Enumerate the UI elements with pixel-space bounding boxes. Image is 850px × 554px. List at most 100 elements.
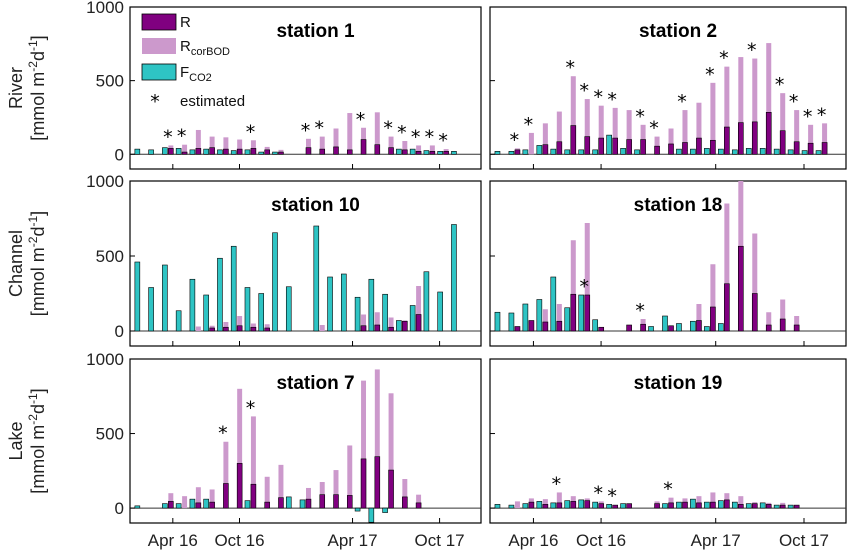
bar-r — [779, 318, 786, 332]
bar-fco2 — [258, 293, 265, 332]
bar-fco2 — [382, 293, 388, 332]
bar-rcorbod — [696, 304, 702, 331]
bar-rcorbod — [319, 136, 325, 155]
panel-station-2: **** * ****** **** *station 2 — [489, 6, 847, 170]
bar-rcorbod — [416, 286, 422, 331]
bar-fco2 — [801, 150, 808, 155]
bar-rcorbod — [182, 496, 188, 509]
legend-label: R — [180, 14, 191, 31]
bar-rcorbod — [223, 322, 229, 331]
bar-fco2 — [508, 504, 515, 509]
bar-rcorbod — [209, 136, 215, 155]
bar-rcorbod — [402, 479, 408, 509]
estimated-marker: * — [607, 89, 617, 111]
estimated-marker: * — [705, 64, 715, 86]
bar-fco2 — [258, 151, 265, 155]
bar-rcorbod — [250, 140, 256, 155]
bar-fco2 — [564, 149, 571, 155]
bar-rcorbod — [374, 312, 380, 331]
bar-r — [765, 324, 772, 332]
bar-rcorbod — [278, 464, 284, 509]
bar-r — [654, 503, 660, 509]
row-label: River [mmol m-2d-1] — [6, 35, 48, 140]
bar-fco2 — [508, 151, 515, 155]
bar-rcorbod — [306, 138, 311, 155]
y-tick-label: 0 — [115, 322, 124, 341]
bar-r — [668, 325, 674, 332]
row-label: Lake [mmol m-2d-1] — [6, 388, 48, 493]
estimated-marker: * — [677, 91, 687, 113]
bar-rcorbod — [822, 123, 828, 155]
estimated-marker: * — [163, 126, 173, 148]
panel-title: station 7 — [276, 373, 354, 394]
bar-r — [209, 147, 215, 155]
bar-r — [388, 147, 394, 155]
bar-fco2 — [564, 500, 571, 509]
bar-fco2 — [592, 149, 598, 155]
estimated-marker: * — [524, 114, 534, 136]
legend-star: * — [150, 91, 160, 113]
bar-fco2 — [787, 504, 794, 509]
bar-r — [223, 148, 229, 155]
x-tick-label: Apr 17 — [691, 531, 741, 550]
bar-fco2 — [341, 273, 347, 332]
bar-rcorbod — [570, 76, 576, 155]
panel-station-18: * * station 18 — [489, 180, 847, 347]
bar-fco2 — [704, 501, 710, 509]
bar-r — [388, 469, 394, 509]
estimated-marker: * — [383, 118, 393, 140]
bar-rcorbod — [738, 57, 744, 155]
panel-title: station 2 — [639, 21, 717, 42]
estimated-marker: * — [817, 104, 827, 126]
estimated-marker: * — [356, 109, 366, 131]
bar-r — [598, 326, 605, 332]
unit-part: d — [28, 227, 48, 237]
bar-rcorbod — [223, 137, 229, 155]
bar-fco2 — [313, 225, 320, 332]
y-tick-label: 0 — [115, 145, 124, 164]
estimated-marker: * — [663, 479, 673, 501]
bar-rcorbod — [584, 223, 590, 331]
plot-frame — [489, 358, 847, 524]
bar-fco2 — [203, 498, 209, 509]
bar-r — [374, 456, 381, 509]
x-tick-label: Apr 17 — [327, 531, 377, 550]
estimated-marker: * — [789, 91, 799, 113]
bar-rcorbod — [542, 309, 548, 331]
y-tick-label: 500 — [96, 72, 124, 91]
bar-fco2 — [536, 501, 543, 509]
bar-fco2 — [690, 148, 696, 155]
y-tick-label: 1000 — [86, 172, 124, 191]
bar-fco2 — [787, 149, 794, 155]
estimated-marker: * — [566, 57, 576, 79]
bar-fco2 — [606, 504, 612, 509]
y-tick-label: 500 — [96, 247, 124, 266]
bar-fco2 — [634, 149, 640, 155]
bar-fco2 — [815, 150, 822, 155]
bar-rcorbod — [209, 489, 215, 509]
estimated-marker: * — [607, 485, 617, 507]
bar-r — [333, 494, 339, 509]
bar-r — [264, 501, 270, 509]
estimated-marker: * — [593, 87, 603, 109]
bar-rcorbod — [766, 43, 772, 155]
x-tick-label: Apr 16 — [508, 531, 558, 550]
bar-r — [793, 324, 800, 332]
bar-rcorbod — [195, 129, 201, 155]
bar-rcorbod — [808, 124, 814, 155]
bar-r — [738, 504, 744, 509]
bar-fco2 — [676, 323, 682, 332]
estimated-marker: * — [579, 276, 589, 298]
bar-r — [319, 494, 326, 509]
bar-r — [305, 147, 312, 155]
bar-r — [264, 327, 270, 332]
bar-r — [264, 149, 270, 155]
legend-label-estimated: estimated — [180, 93, 245, 110]
bar-fco2 — [676, 501, 682, 509]
bar-r — [668, 143, 674, 155]
y-tick-label: 1000 — [86, 350, 124, 369]
